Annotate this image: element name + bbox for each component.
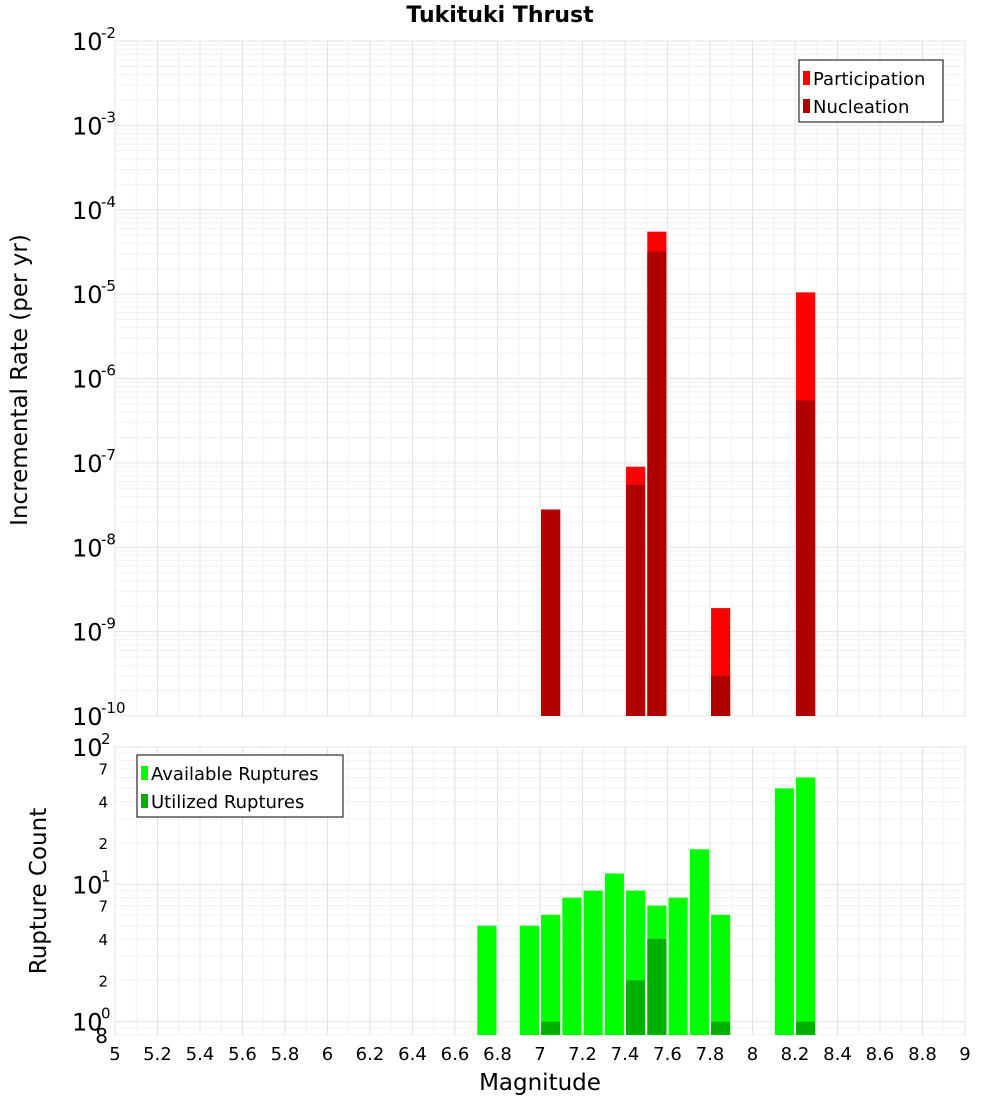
x-tick-labels: 5 5.2 5.4 5.6 5.8 6 6.2 6.4 6.6 6.8 7 7.2 7.4 7.6 7.8 8… xyxy=(109,1044,970,1065)
legend-swatch xyxy=(803,71,810,85)
y-tick-label: 10 xyxy=(72,734,103,762)
legend-swatch xyxy=(141,766,148,780)
y-tick-label: 10 xyxy=(72,197,103,225)
bar-available-ruptures xyxy=(562,897,582,1035)
y-tick-exponent: -4 xyxy=(101,193,116,211)
legend-entry: Nucleation xyxy=(813,97,909,118)
legend-entry: Utilized Ruptures xyxy=(151,792,304,813)
x-tick-label: 8.6 xyxy=(866,1044,895,1065)
y-tick-exponent: 1 xyxy=(101,867,111,885)
legend-box xyxy=(136,754,344,818)
x-tick-label: 5.8 xyxy=(271,1044,300,1065)
y-minor-tick-label: 2 xyxy=(98,972,108,990)
x-tick-label: 6.8 xyxy=(483,1044,512,1065)
bar-utilized-ruptures xyxy=(626,980,646,1035)
y-tick-exponent: -6 xyxy=(101,362,116,380)
y-tick-exponent: -7 xyxy=(101,446,116,464)
bar-available-ruptures xyxy=(774,788,794,1035)
top-grid xyxy=(114,40,966,717)
bar-available-ruptures xyxy=(604,873,624,1035)
x-tick-label: 8 xyxy=(747,1044,758,1065)
legend-box xyxy=(798,59,944,123)
legend-entry: Participation xyxy=(813,69,925,90)
y-tick-label: 10 xyxy=(72,619,103,647)
x-tick-label: 6.4 xyxy=(398,1044,427,1065)
y-tick-label: 10 xyxy=(72,112,103,140)
bar-available-ruptures xyxy=(583,890,603,1035)
x-tick-label: 6 xyxy=(322,1044,333,1065)
legend-swatch xyxy=(141,794,148,808)
bar-available-ruptures xyxy=(711,914,731,1035)
bar-nucleation xyxy=(647,251,667,716)
legend-swatch xyxy=(803,99,810,113)
x-tick-label: 8.4 xyxy=(823,1044,852,1065)
y-minor-tick-label: 4 xyxy=(98,931,108,949)
y-tick-label: 10 xyxy=(72,450,103,478)
y-minor-tick-label: 2 xyxy=(98,835,108,853)
y-tick-label: 10 xyxy=(72,28,103,56)
y-tick-exponent: 2 xyxy=(101,730,111,748)
bar-utilized-ruptures xyxy=(541,1021,561,1035)
y-minor-tick-label: 8 xyxy=(95,1024,108,1048)
y-tick-label: 10 xyxy=(72,281,103,309)
x-tick-label: 7 xyxy=(534,1044,545,1065)
y-tick-exponent: -10 xyxy=(101,699,126,717)
bar-available-ruptures xyxy=(796,777,816,1035)
x-axis-label: Magnitude xyxy=(479,1070,601,1096)
bottom-y-axis-label: Rupture Count xyxy=(26,808,52,974)
y-tick-exponent: -8 xyxy=(101,530,116,548)
y-tick-label: 10 xyxy=(72,871,103,899)
y-minor-tick-label: 7 xyxy=(98,898,108,916)
y-tick-exponent: 0 xyxy=(101,1005,111,1023)
bar-available-ruptures xyxy=(477,925,497,1035)
y-tick-exponent: -2 xyxy=(101,24,116,42)
bar-nucleation xyxy=(626,484,646,716)
x-tick-label: 8.2 xyxy=(781,1044,810,1065)
y-tick-label: 10 xyxy=(72,366,103,394)
bar-utilized-ruptures xyxy=(796,1021,816,1035)
bar-nucleation xyxy=(711,675,731,716)
bar-available-ruptures xyxy=(541,914,561,1035)
x-tick-label: 6.6 xyxy=(441,1044,470,1065)
top-y-axis-label: Incremental Rate (per yr) xyxy=(7,234,33,526)
x-tick-label: 7.2 xyxy=(568,1044,597,1065)
x-tick-label: 7.4 xyxy=(611,1044,640,1065)
y-tick-exponent: -3 xyxy=(101,108,116,126)
y-minor-tick-label: 4 xyxy=(98,794,108,812)
bar-nucleation xyxy=(796,400,816,716)
x-tick-label: 7.6 xyxy=(653,1044,682,1065)
y-tick-label: 10 xyxy=(72,703,103,731)
bar-available-ruptures xyxy=(689,849,709,1035)
y-tick-label: 10 xyxy=(72,534,103,562)
bottom-legend: Available Ruptures Utilized Ruptures xyxy=(136,754,344,818)
bar-utilized-ruptures xyxy=(647,939,667,1035)
bar-nucleation xyxy=(541,509,561,716)
x-tick-label: 5 xyxy=(109,1044,120,1065)
x-tick-label: 8.8 xyxy=(908,1044,937,1065)
y-tick-label: 10 xyxy=(72,1009,103,1037)
y-tick-exponent: -5 xyxy=(101,277,116,295)
bar-utilized-ruptures xyxy=(711,1021,731,1035)
x-tick-label: 9 xyxy=(959,1044,970,1065)
x-tick-label: 7.8 xyxy=(696,1044,725,1065)
y-tick-exponent: -9 xyxy=(101,615,116,633)
x-tick-label: 6.2 xyxy=(356,1044,385,1065)
bar-available-ruptures xyxy=(519,925,539,1035)
bottom-bars xyxy=(477,777,816,1035)
bar-available-ruptures xyxy=(668,897,688,1035)
y-minor-tick-label: 7 xyxy=(98,760,108,778)
top-bars xyxy=(541,231,816,716)
x-tick-label: 5.4 xyxy=(186,1044,215,1065)
top-legend: Participation Nucleation xyxy=(798,59,944,123)
x-tick-label: 5.2 xyxy=(143,1044,172,1065)
chart-title: Tukituki Thrust xyxy=(406,3,594,28)
x-tick-label: 5.6 xyxy=(228,1044,257,1065)
legend-entry: Available Ruptures xyxy=(151,764,319,785)
